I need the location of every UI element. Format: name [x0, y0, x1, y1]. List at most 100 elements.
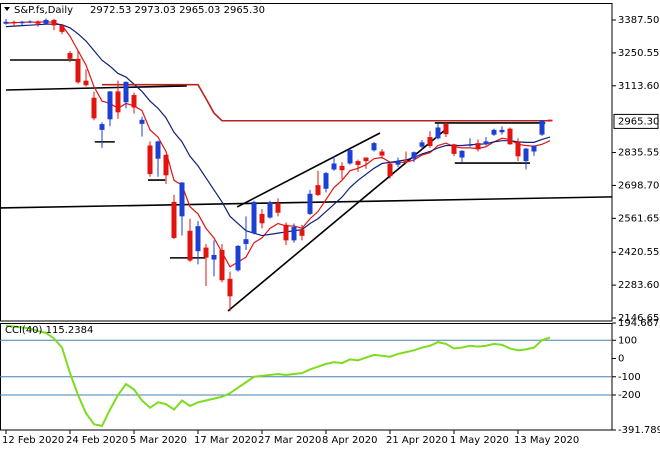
candle-body [3, 21, 9, 24]
candle-body [523, 148, 529, 162]
y-tick-label: -200 [618, 390, 641, 401]
main-frame [0, 3, 613, 322]
y-tick-label: 0 [618, 354, 624, 365]
candle-body [67, 53, 73, 59]
trendline [5, 85, 187, 91]
candle-body [275, 203, 281, 213]
y-tick-label: 100 [618, 335, 637, 346]
candle-body [267, 202, 273, 218]
x-tick-label: 12 Feb 2020 [2, 435, 64, 446]
x-tick-label: 8 Apr 2020 [322, 435, 377, 446]
candle-body [155, 141, 161, 159]
candle-body [75, 58, 81, 83]
candle-body [467, 144, 473, 146]
candle-body [531, 145, 537, 152]
candle-body [403, 161, 409, 163]
candle-body [147, 145, 153, 175]
candle-body [259, 213, 265, 224]
x-tick-label: 21 Apr 2020 [386, 435, 448, 446]
y-tick-label: -100 [618, 372, 641, 383]
candle-body [507, 128, 513, 145]
candle-body [211, 255, 217, 260]
candle-body [11, 21, 17, 24]
moving-average [102, 83, 550, 122]
candle-body [51, 19, 57, 26]
candle-body [339, 165, 345, 171]
candle-body [331, 163, 337, 170]
trendline [236, 132, 381, 208]
cci-line [5, 324, 551, 428]
moving-average [5, 23, 551, 237]
candle-body [451, 144, 457, 154]
candle-body [35, 21, 41, 24]
candle-body [539, 120, 545, 135]
candle-body [459, 150, 465, 158]
candle-body [547, 119, 553, 122]
candle-body [203, 247, 209, 258]
candle-body [163, 154, 169, 176]
candle-body [387, 163, 393, 177]
candle-body [283, 224, 289, 241]
candle-body [491, 129, 497, 135]
y-tick-label: 194.667 [618, 318, 659, 329]
y-tick-label: 3113.60 [618, 81, 659, 92]
candle-body [27, 21, 33, 23]
y-tick-label: 2698.70 [618, 180, 659, 191]
moving-average [5, 20, 551, 268]
y-tick-label: 2835.55 [618, 148, 659, 159]
candle-body [483, 141, 489, 145]
x-tick-label: 17 Mar 2020 [194, 435, 257, 446]
candle-body [363, 157, 369, 162]
candle-body [347, 150, 353, 164]
candle-body [379, 151, 385, 156]
y-tick-label: 2283.60 [618, 280, 659, 291]
chart-title: S&P.fs,Daily [14, 5, 73, 16]
candle-body [195, 226, 201, 252]
trendline [227, 129, 446, 312]
candle-body [291, 226, 297, 241]
candle-body [131, 95, 137, 108]
candle-body [515, 141, 521, 157]
candle-body [435, 127, 441, 139]
candle-body [123, 81, 129, 103]
y-tick-label: 3387.50 [618, 15, 659, 26]
candle-body [235, 245, 241, 271]
x-tick-label: 5 Mar 2020 [130, 435, 187, 446]
y-tick-label: 3250.55 [618, 48, 659, 59]
candle-body [475, 143, 481, 150]
cci-plot [0, 324, 612, 428]
x-tick-label: 27 Mar 2020 [258, 435, 321, 446]
candle-body [107, 91, 113, 120]
y-tick-label: 2561.65 [618, 213, 659, 224]
candle-body [315, 185, 321, 195]
candle-body [499, 129, 505, 133]
candle-body [99, 124, 105, 130]
y-tick-label: -391.789 [618, 425, 660, 436]
candle-body [43, 19, 49, 24]
candle-body [19, 21, 25, 24]
candle-body [59, 25, 65, 32]
candle-body [139, 119, 145, 124]
candle-body [307, 193, 313, 214]
candle-body [411, 152, 417, 159]
x-tick-label: 13 May 2020 [514, 435, 579, 446]
menu-arrow [4, 7, 10, 11]
candle-body [91, 97, 97, 119]
candle-body [251, 201, 257, 234]
candle-body [243, 239, 249, 244]
candle-body [171, 201, 177, 238]
candle-body [395, 161, 401, 165]
candle-body [419, 142, 425, 147]
candle-body [83, 80, 89, 86]
candle-body [299, 229, 305, 236]
ohlc-text: 2972.53 2973.03 2965.03 2965.30 [90, 5, 265, 16]
x-tick-label: 24 Feb 2020 [66, 435, 128, 446]
candle-body [323, 173, 329, 189]
candle-body [187, 230, 193, 261]
candle-body [427, 137, 433, 146]
candle-body [115, 91, 121, 113]
main-plot [0, 18, 612, 312]
candle-body [355, 161, 361, 165]
